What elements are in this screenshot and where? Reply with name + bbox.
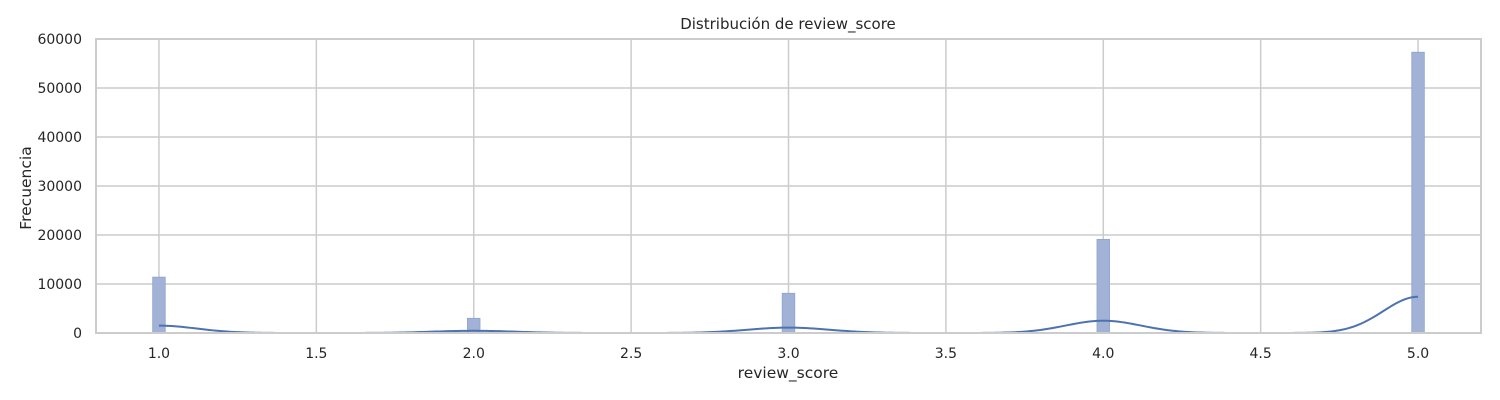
histogram-bar [152,276,166,334]
y-tick-label: 60000 [37,32,82,48]
x-tick-label: 4.5 [1250,346,1272,362]
plot-frame [95,38,1482,334]
y-tick-label: 50000 [37,81,82,97]
x-tick-label: 3.5 [935,346,957,362]
x-tick-label: 1.0 [148,346,170,362]
y-tick-label: 30000 [37,179,82,195]
x-tick-label: 3.0 [777,346,799,362]
histogram-bars [152,51,1425,334]
y-tick-label: 40000 [37,130,82,146]
x-tick-label: 1.5 [305,346,327,362]
y-axis-ticks: 0 10000 20000 30000 40000 50000 60000 [37,32,82,342]
x-tick-label: 5.0 [1407,346,1429,362]
x-tick-label: 4.0 [1092,346,1114,362]
histogram-bar [1096,239,1110,334]
x-axis-label: review_score [738,364,839,383]
x-tick-label: 2.5 [620,346,642,362]
chart-title: Distribución de review_score [680,15,896,34]
grid-lines [96,38,1481,334]
histogram-bar [1411,51,1425,334]
y-tick-label: 0 [73,326,82,342]
x-tick-label: 2.0 [463,346,485,362]
y-axis-label: Frecuencia [17,146,35,229]
y-tick-label: 20000 [37,228,82,244]
x-axis-ticks: 1.0 1.5 2.0 2.5 3.0 3.5 4.0 4.5 5.0 [148,346,1429,362]
y-tick-label: 10000 [37,277,82,293]
